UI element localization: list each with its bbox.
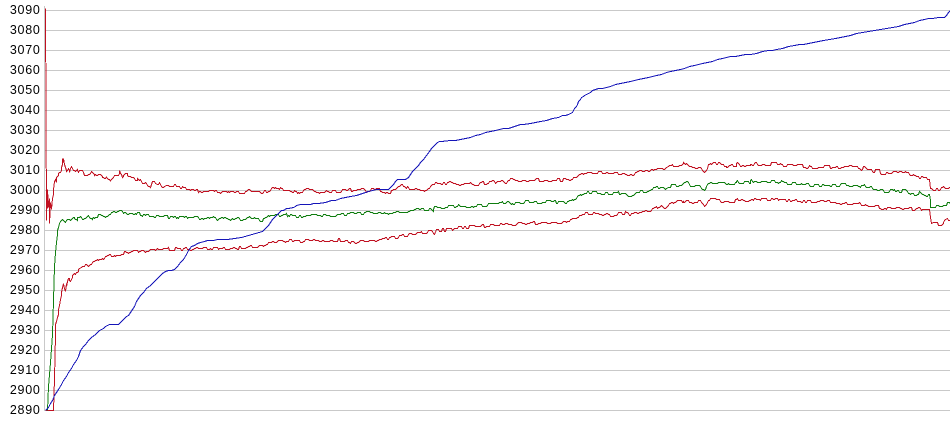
svg-text:2990: 2990	[10, 203, 41, 217]
svg-text:3050: 3050	[10, 83, 41, 97]
svg-text:2940: 2940	[10, 303, 41, 317]
svg-text:2980: 2980	[10, 223, 41, 237]
svg-text:3040: 3040	[10, 103, 41, 117]
svg-text:2900: 2900	[10, 383, 41, 397]
svg-text:3010: 3010	[10, 163, 41, 177]
svg-text:2890: 2890	[10, 403, 41, 417]
svg-text:3070: 3070	[10, 43, 41, 57]
svg-text:3020: 3020	[10, 143, 41, 157]
svg-text:2970: 2970	[10, 243, 41, 257]
svg-text:2910: 2910	[10, 363, 41, 377]
svg-text:2920: 2920	[10, 343, 41, 357]
svg-text:3080: 3080	[10, 23, 41, 37]
svg-text:2960: 2960	[10, 263, 41, 277]
svg-text:2930: 2930	[10, 323, 41, 337]
svg-text:2950: 2950	[10, 283, 41, 297]
svg-text:3000: 3000	[10, 183, 41, 197]
svg-text:3060: 3060	[10, 63, 41, 77]
svg-text:3090: 3090	[10, 3, 41, 17]
svg-text:3030: 3030	[10, 123, 41, 137]
